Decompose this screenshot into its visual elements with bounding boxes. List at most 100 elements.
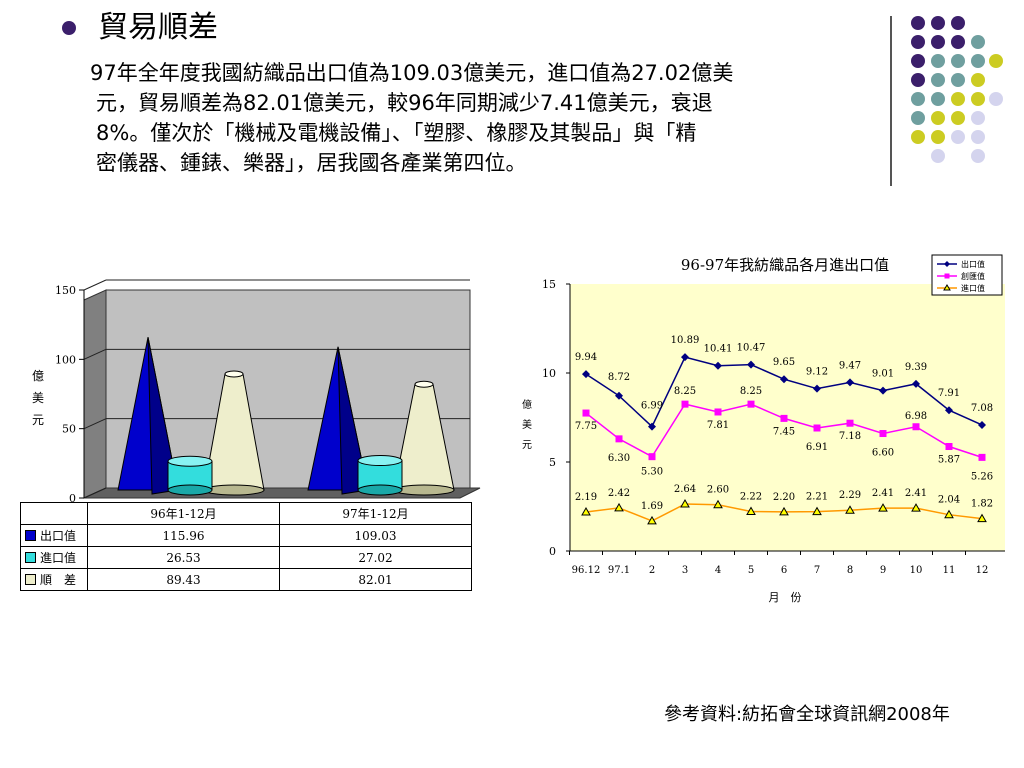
decorative-dot-icon xyxy=(951,73,965,87)
data-point xyxy=(846,378,854,387)
table-header: 97年1-12月 xyxy=(279,502,472,525)
x-axis-label: 月 份 xyxy=(769,591,802,604)
table-header-row: 96年1-12月 97年1-12月 xyxy=(20,502,472,525)
decorative-dot-icon xyxy=(971,73,985,87)
table-cell: 82.01 xyxy=(279,568,472,591)
data-point xyxy=(746,506,756,515)
source-note: 參考資料:紡拓會全球資訊網2008年 xyxy=(664,704,950,725)
cone-top xyxy=(357,455,403,467)
data-label: 2.60 xyxy=(707,485,729,496)
y-axis-label: 元 xyxy=(522,440,532,451)
row-label: 出口值 xyxy=(20,524,88,547)
bullet-icon xyxy=(62,21,76,35)
data-point xyxy=(714,361,722,370)
data-label: 7.18 xyxy=(839,431,861,442)
data-label: 1.69 xyxy=(641,501,663,512)
data-label: 5.30 xyxy=(641,467,663,478)
decorative-dot-icon xyxy=(971,130,985,144)
data-label: 9.94 xyxy=(575,352,597,363)
data-label: 7.81 xyxy=(707,420,729,431)
x-tick-label: 7 xyxy=(814,565,820,576)
data-point xyxy=(879,386,887,395)
data-label: 9.65 xyxy=(773,357,795,368)
decorative-dot-icon xyxy=(989,54,1003,68)
table-cell: 115.96 xyxy=(87,524,280,547)
data-label: 6.60 xyxy=(872,448,894,459)
table-cell: 26.53 xyxy=(87,546,280,569)
y-tick-label: 0 xyxy=(549,545,556,558)
x-tick-label: 96.12 xyxy=(572,565,601,576)
chart-title: 96-97年我紡織品各月進出口值 xyxy=(681,256,889,274)
decorative-dot-icon xyxy=(931,16,945,30)
data-point xyxy=(714,408,722,416)
data-label: 10.89 xyxy=(671,335,700,346)
data-label: 2.22 xyxy=(740,491,762,502)
cone-top xyxy=(414,380,434,388)
x-tick-label: 5 xyxy=(748,565,754,576)
data-label: 6.98 xyxy=(905,411,927,422)
data-point xyxy=(647,515,657,525)
data-label: 2.41 xyxy=(872,488,894,499)
data-label: 8.25 xyxy=(674,386,696,397)
data-point xyxy=(747,360,755,369)
row-label: 進口值 xyxy=(20,546,88,569)
data-point xyxy=(978,453,986,461)
cone-data-table: 96年1-12月 97年1-12月 出口值 115.96 109.03 進口值 … xyxy=(20,502,472,591)
decorative-dot-icon xyxy=(931,111,945,125)
slide-heading: 貿易順差 xyxy=(62,8,218,48)
x-tick-label: 97.1 xyxy=(608,565,630,576)
legend-marker xyxy=(944,261,950,267)
grid-line xyxy=(83,418,107,430)
data-label: 9.39 xyxy=(905,362,927,373)
y-tick-label: 100 xyxy=(55,353,76,366)
data-label: 2.41 xyxy=(905,488,927,499)
data-label: 2.20 xyxy=(773,492,795,503)
decorative-dot-icon xyxy=(971,54,985,68)
legend-box xyxy=(931,254,1003,296)
decorative-dot-icon xyxy=(911,130,925,144)
legend-marker xyxy=(943,284,951,291)
data-point xyxy=(945,443,953,451)
data-label: 7.91 xyxy=(938,388,960,399)
x-tick-label: 11 xyxy=(943,565,956,576)
data-point xyxy=(845,505,855,514)
data-point xyxy=(944,509,954,519)
y-tick-label: 50 xyxy=(62,423,76,436)
decorative-dot-icon xyxy=(911,54,925,68)
legend-swatch-icon xyxy=(25,530,36,541)
x-tick-label: 9 xyxy=(880,565,886,576)
data-point xyxy=(581,507,591,516)
cone-shade xyxy=(147,337,179,495)
data-point xyxy=(615,435,623,443)
data-label: 7.08 xyxy=(971,403,993,414)
data-label: 7.45 xyxy=(773,426,795,437)
decorative-dot-icon xyxy=(911,111,925,125)
data-point xyxy=(615,391,623,400)
data-label: 7.75 xyxy=(575,421,597,432)
legend-marker xyxy=(944,273,950,279)
data-point xyxy=(648,453,656,461)
data-point xyxy=(879,430,887,438)
decorative-dot-icon xyxy=(971,111,985,125)
table-corner xyxy=(20,502,88,525)
data-label: 2.29 xyxy=(839,490,861,501)
y-axis-label: 億 xyxy=(32,369,44,383)
x-tick-label: 2 xyxy=(649,565,655,576)
grid-line xyxy=(83,487,107,499)
data-label: 10.47 xyxy=(737,343,766,354)
data-label: 5.26 xyxy=(971,471,993,482)
data-point xyxy=(680,499,690,508)
paragraph-line: 密儀器、鍾錶、樂器」，居我國各產業第四位。 xyxy=(96,151,527,175)
data-point xyxy=(681,353,689,362)
decorative-dot-icon xyxy=(951,16,965,30)
decorative-dot-icon xyxy=(971,35,985,49)
data-label: 6.99 xyxy=(641,401,663,412)
decorative-dot-icon xyxy=(951,92,965,106)
legend-label: 進口值 xyxy=(961,283,985,293)
plot-side-wall xyxy=(83,289,107,499)
data-label: 8.25 xyxy=(740,386,762,397)
row-label: 順 差 xyxy=(20,568,88,591)
data-point xyxy=(812,506,822,516)
data-label: 5.87 xyxy=(938,455,960,466)
y-tick-label: 0 xyxy=(69,492,76,505)
